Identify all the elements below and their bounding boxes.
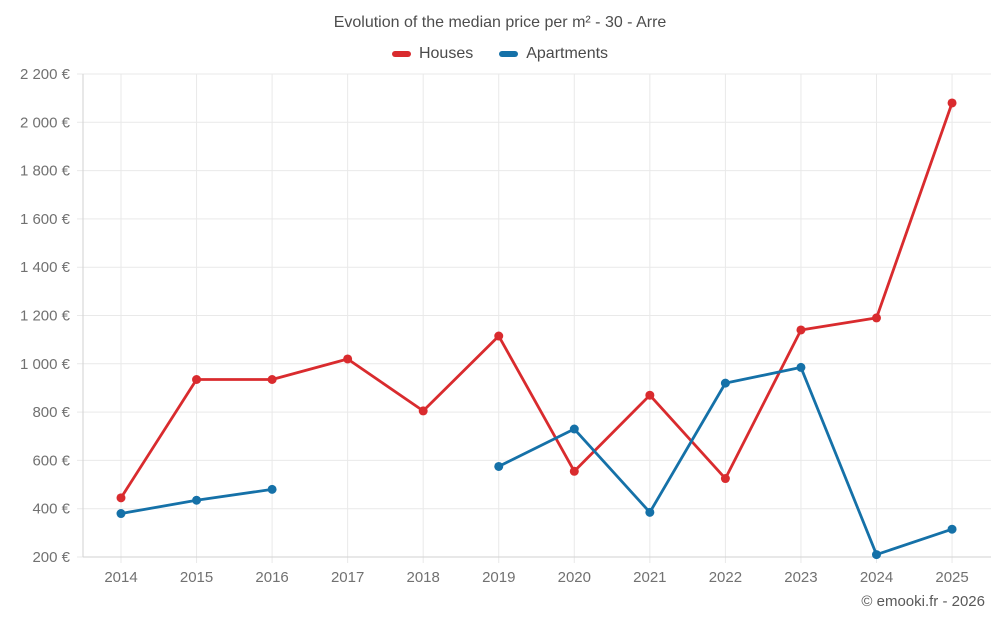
- data-point-houses-2024: [872, 313, 881, 323]
- legend-item-apartments[interactable]: Apartments: [499, 45, 608, 63]
- chart-title: Evolution of the median price per m² - 3…: [333, 14, 667, 31]
- y-tick-label: 1 600 €: [20, 211, 71, 228]
- data-point-houses-2016: [267, 374, 277, 384]
- x-tick-label: 2021: [633, 569, 666, 586]
- data-point-apartments-2016: [267, 484, 277, 494]
- x-tick-label: 2014: [104, 569, 137, 586]
- data-point-houses-2019: [494, 331, 504, 341]
- x-tick-label: 2015: [180, 569, 213, 586]
- data-point-apartments-2019: [494, 461, 504, 471]
- data-point-apartments-2021: [645, 507, 655, 517]
- data-point-apartments-2023: [796, 362, 806, 372]
- legend-label-apartments: Apartments: [526, 45, 609, 62]
- data-point-houses-2023: [796, 325, 806, 335]
- x-tick-label: 2016: [255, 569, 288, 586]
- x-tick-label: 2020: [558, 569, 591, 586]
- y-tick-label: 1 000 €: [20, 356, 71, 373]
- x-tick-label: 2024: [860, 569, 893, 586]
- y-tick-label: 200 €: [32, 549, 70, 566]
- data-point-houses-2018: [418, 406, 428, 416]
- data-point-houses-2025: [947, 98, 957, 108]
- y-tick-label: 1 400 €: [20, 259, 71, 276]
- legend-label-houses: Houses: [418, 45, 474, 62]
- x-tick-label: 2023: [784, 569, 817, 586]
- x-tick-label: 2025: [935, 569, 968, 586]
- y-tick-label: 1 200 €: [20, 308, 71, 325]
- data-point-apartments-2014: [116, 509, 126, 519]
- copyright-note: © emooki.fr - 2026: [861, 593, 985, 610]
- data-point-apartments-2020: [569, 424, 579, 434]
- x-tick-label: 2017: [331, 569, 364, 586]
- y-tick-label: 2 000 €: [20, 114, 71, 131]
- data-point-houses-2021: [645, 390, 655, 400]
- apartments-series-swatch-icon: [499, 51, 519, 57]
- data-point-houses-2020: [569, 466, 579, 476]
- data-point-apartments-2022: [720, 378, 730, 388]
- data-point-houses-2017: [343, 354, 353, 364]
- legend-item-houses[interactable]: Houses: [391, 45, 474, 63]
- data-point-apartments-2024: [872, 550, 881, 560]
- data-point-apartments-2015: [192, 495, 202, 505]
- y-tick-label: 2 200 €: [20, 66, 71, 83]
- data-point-houses-2014: [116, 493, 126, 503]
- data-point-apartments-2025: [947, 524, 957, 534]
- data-point-houses-2015: [192, 374, 202, 384]
- x-tick-label: 2018: [407, 569, 440, 586]
- y-tick-label: 400 €: [32, 501, 70, 518]
- chart-legend: Houses Apartments: [0, 45, 1000, 63]
- y-tick-label: 1 800 €: [20, 163, 71, 180]
- x-tick-label: 2019: [482, 569, 515, 586]
- y-tick-label: 600 €: [32, 452, 70, 469]
- series-line-houses: [119, 101, 954, 500]
- x-tick-label: 2022: [709, 569, 742, 586]
- y-tick-label: 800 €: [32, 404, 70, 421]
- data-point-houses-2022: [720, 474, 730, 484]
- houses-series-swatch-icon: [391, 51, 411, 57]
